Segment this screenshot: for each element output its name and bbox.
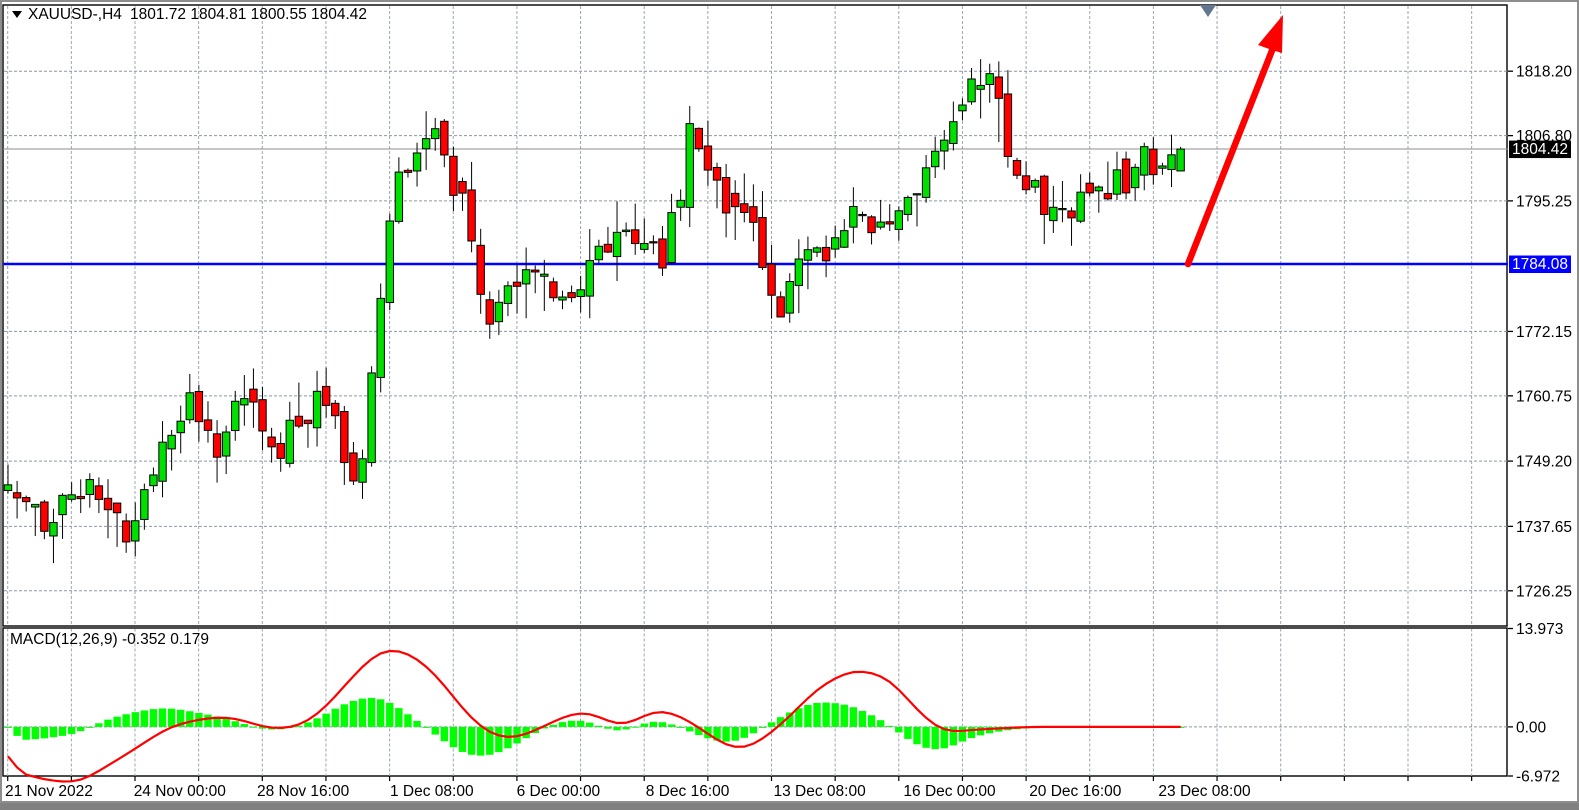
svg-text:13.973: 13.973 — [1516, 621, 1563, 638]
svg-text:1804.42: 1804.42 — [1512, 141, 1568, 158]
svg-text:1784.08: 1784.08 — [1512, 256, 1568, 273]
svg-text:13 Dec 08:00: 13 Dec 08:00 — [774, 783, 867, 800]
svg-text:MACD(12,26,9) -0.352 0.179: MACD(12,26,9) -0.352 0.179 — [10, 631, 209, 648]
svg-text:0.00: 0.00 — [1516, 719, 1547, 736]
svg-text:1801.72 1804.81 1800.55 1804.4: 1801.72 1804.81 1800.55 1804.42 — [130, 6, 367, 23]
svg-text:1749.20: 1749.20 — [1516, 454, 1572, 471]
svg-text:1818.20: 1818.20 — [1516, 64, 1572, 81]
svg-text:1 Dec 08:00: 1 Dec 08:00 — [390, 783, 474, 800]
svg-text:XAUUSD-,H4: XAUUSD-,H4 — [28, 6, 122, 23]
svg-text:1760.75: 1760.75 — [1516, 388, 1572, 405]
svg-text:20 Dec 16:00: 20 Dec 16:00 — [1029, 783, 1122, 800]
svg-text:16 Dec 00:00: 16 Dec 00:00 — [903, 783, 996, 800]
svg-text:8 Dec 16:00: 8 Dec 16:00 — [646, 783, 730, 800]
svg-text:21 Nov 2022: 21 Nov 2022 — [5, 783, 93, 800]
svg-text:28 Nov 16:00: 28 Nov 16:00 — [257, 783, 350, 800]
svg-text:1772.15: 1772.15 — [1516, 324, 1572, 341]
svg-text:23 Dec 08:00: 23 Dec 08:00 — [1158, 783, 1251, 800]
svg-text:-6.972: -6.972 — [1516, 769, 1560, 786]
svg-text:6 Dec 00:00: 6 Dec 00:00 — [517, 783, 601, 800]
svg-text:1795.25: 1795.25 — [1516, 193, 1572, 210]
svg-text:1726.25: 1726.25 — [1516, 583, 1572, 600]
svg-text:24 Nov 00:00: 24 Nov 00:00 — [134, 783, 227, 800]
svg-text:1737.65: 1737.65 — [1516, 519, 1572, 536]
